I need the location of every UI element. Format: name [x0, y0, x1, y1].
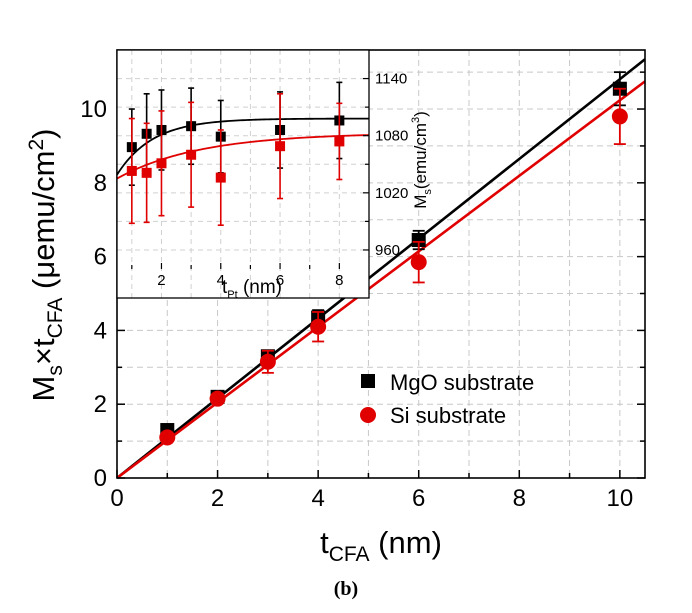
main-ylabel-mid: ×t — [26, 338, 61, 365]
main-fit-line-1 — [116, 80, 646, 480]
inset-frame — [116, 49, 370, 299]
main-xlabel-t: t — [320, 525, 329, 560]
inset-ylabel-m: M — [411, 195, 430, 209]
inset-x-tick-label: 8 — [335, 272, 343, 289]
legend-label-mgo: MgO substrate — [390, 370, 534, 395]
inset-x-tick-label: 6 — [276, 272, 284, 289]
inset-point-si — [156, 158, 167, 169]
main-point-si — [410, 254, 427, 271]
main-xlabel-sub: CFA — [329, 543, 370, 566]
inset-ylabel-sub: s — [422, 189, 434, 195]
main-fit-line-0 — [116, 58, 646, 480]
inset-point-si — [186, 149, 197, 160]
legend-label-si: Si substrate — [390, 403, 506, 428]
main-axis-ticks: 0 2 4 6 8 10 0 2 4 6 8 10 — [80, 71, 645, 512]
main-point-si — [209, 390, 226, 407]
inset-axis-ticks: 2 4 6 8 960 1020 1080 1140 — [131, 71, 408, 289]
main-point-si — [159, 429, 176, 446]
figure-caption: (b) — [333, 578, 359, 600]
main-y-tick-label: 4 — [94, 317, 107, 344]
main-y-tick-label: 0 — [94, 465, 107, 492]
main-y-tick-label: 8 — [94, 170, 107, 197]
inset-point-si — [275, 141, 286, 152]
main-ylabel-sub1: s — [44, 365, 67, 376]
inset-xlabel-t: t — [222, 277, 228, 298]
main-ylabel-unit: (μemu/cm — [26, 151, 61, 298]
main-point-si — [259, 353, 276, 370]
inset-xlabel-unit: (nm) — [238, 277, 282, 298]
main-x-tick-label: 10 — [607, 485, 634, 512]
legend-marker-si — [360, 407, 376, 423]
inset-point-si — [334, 136, 345, 147]
inset-y-tick-label: 960 — [375, 242, 400, 259]
main-data-points — [159, 71, 628, 446]
main-ylabel-sup: 2 — [25, 139, 48, 151]
main-point-si — [611, 108, 628, 125]
main-xlabel-unit: (nm) — [370, 525, 442, 560]
main-ylabel-m: M — [26, 376, 61, 402]
inset-data-points — [126, 81, 345, 226]
main-fit-lines — [116, 58, 646, 480]
inset-y-tick-label: 1080 — [375, 128, 408, 145]
main-point-mgo — [411, 233, 426, 248]
inset-y-axis-label: Ms(emu/cm3) — [410, 111, 434, 209]
inset-background — [117, 50, 369, 298]
inset-point-si — [215, 172, 226, 183]
inset-ylabel-end: ) — [411, 111, 430, 117]
inset-y-tick-label: 1020 — [375, 185, 408, 202]
main-x-tick-label: 0 — [110, 485, 123, 512]
inset-point-si — [141, 167, 152, 178]
main-y-tick-label: 2 — [94, 391, 107, 418]
inset-x-axis-label: tPt (nm) — [222, 277, 282, 301]
inset-x-tick-label: 2 — [157, 272, 165, 289]
inset-x-tick-label: 4 — [217, 272, 225, 289]
main-x-tick-label: 4 — [311, 485, 324, 512]
main-y-tick-label: 6 — [94, 244, 107, 271]
inset-y-tick-label: 1140 — [375, 71, 407, 88]
legend: MgO substrate Si substrate — [360, 370, 534, 428]
main-ylabel-end: ) — [26, 129, 61, 139]
main-y-axis-label: Ms×tCFA (μemu/cm2) — [25, 129, 67, 402]
inset-ylabel-unit: (emu/cm — [411, 123, 430, 189]
legend-marker-mgo — [361, 374, 375, 388]
main-x-tick-label: 2 — [211, 485, 224, 512]
main-y-tick-label: 10 — [80, 96, 107, 123]
inset-fit-curve-0 — [116, 117, 370, 176]
inset-ylabel-sup: 3 — [410, 117, 422, 123]
inset-point-si — [126, 165, 137, 176]
main-point-si — [310, 318, 327, 335]
main-x-axis-label: tCFA (nm) — [320, 525, 442, 566]
inset-xlabel-sub: Pt — [227, 289, 237, 301]
main-ylabel-sub2: CFA — [44, 298, 67, 339]
main-x-tick-label: 6 — [412, 485, 425, 512]
main-x-tick-label: 8 — [513, 485, 526, 512]
